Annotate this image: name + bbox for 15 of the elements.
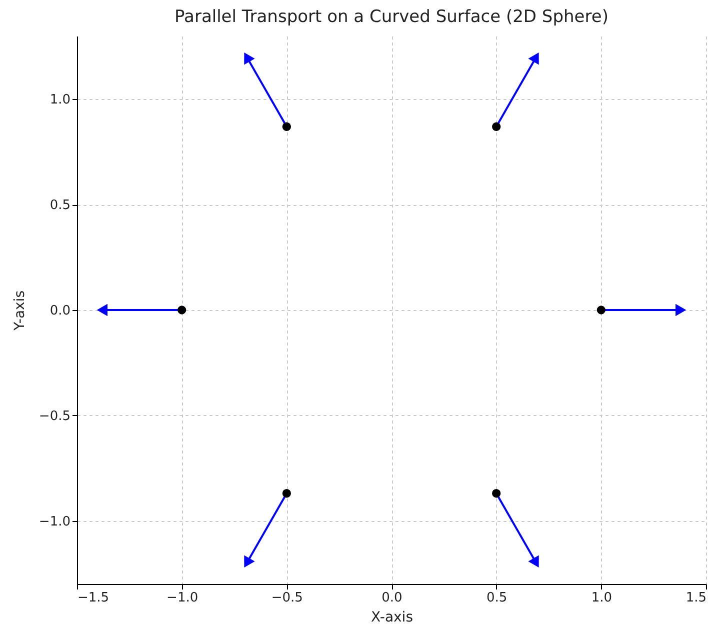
x-tick-label: 1.0 [591, 590, 612, 606]
x-tick-label: −1.0 [166, 590, 198, 606]
y-tick-label: 0.5 [50, 198, 70, 214]
y-tick-label: 0.0 [50, 304, 70, 318]
x-tick-label: 0.0 [382, 590, 402, 606]
chart-title: Parallel Transport on a Curved Surface (2D Sphere) [174, 7, 608, 27]
x-tick-label: −1.5 [78, 590, 110, 606]
x-axis-title: X-axis [371, 610, 413, 626]
y-tick-label: −1.0 [38, 514, 70, 530]
y-tick-label: −0.5 [38, 408, 70, 424]
x-tick-label: −0.5 [271, 590, 303, 606]
x-tick-label: 0.5 [486, 590, 508, 606]
x-tick-label: 1.5 [686, 590, 706, 606]
y-tick-label: 1.0 [50, 92, 70, 108]
y-axis-title: Y-axis [12, 290, 28, 332]
